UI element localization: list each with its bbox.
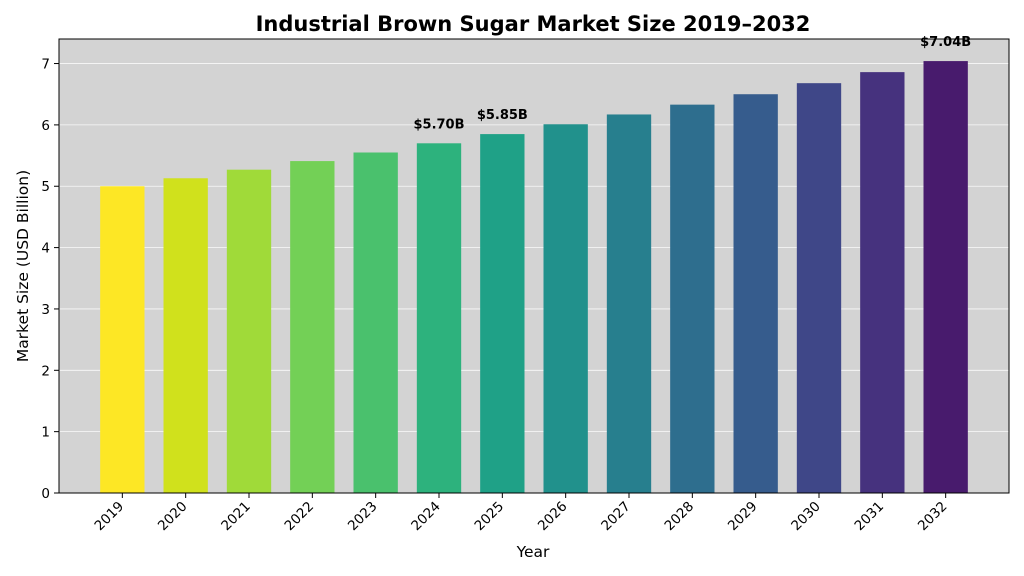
- data-label: $5.70B: [413, 117, 464, 132]
- x-tick-label: 2022: [282, 499, 318, 535]
- data-label: $7.04B: [920, 35, 971, 50]
- bar-2025: [480, 134, 525, 493]
- data-label: $5.85B: [477, 108, 528, 123]
- bar-2019: [100, 186, 145, 494]
- x-tick-label: 2024: [408, 499, 444, 535]
- x-tick-label: 2025: [472, 499, 508, 535]
- y-tick-label: 2: [41, 363, 50, 379]
- bar-2024: [416, 143, 462, 493]
- bar-2031: [860, 72, 905, 493]
- chart-title: Industrial Brown Sugar Market Size 2019–…: [256, 12, 811, 36]
- y-tick-label: 5: [41, 179, 50, 195]
- plot-area: [58, 38, 1010, 494]
- bar-2028: [670, 104, 715, 494]
- y-tick-label: 7: [41, 57, 50, 73]
- y-axis-label: Market Size (USD Billion): [14, 170, 32, 362]
- x-tick-label: 2027: [598, 499, 634, 535]
- bar-2026: [543, 124, 588, 493]
- x-tick-label: 2021: [218, 499, 254, 535]
- x-tick-label: 2032: [915, 499, 951, 535]
- y-tick-label: 0: [41, 486, 50, 502]
- bar-2032: [923, 61, 968, 493]
- bar-2027: [606, 114, 652, 494]
- bar-2021: [226, 169, 272, 493]
- x-tick-label: 2028: [662, 499, 698, 535]
- x-tick-label: 2023: [345, 499, 381, 535]
- x-tick-label: 2029: [725, 499, 761, 535]
- bar-2023: [353, 152, 398, 493]
- x-tick-label: 2020: [155, 499, 191, 535]
- x-axis-label: Year: [516, 543, 550, 561]
- bar-2020: [163, 178, 208, 493]
- bar-2030: [796, 83, 842, 493]
- y-tick-label: 1: [41, 425, 50, 441]
- y-tick-label: 4: [41, 241, 50, 257]
- y-tick-label: 3: [41, 302, 50, 318]
- bar-2029: [733, 94, 778, 493]
- x-axis: 2019 2020 2021 2022 2023 2024 2025 2026 2027 2028…: [92, 493, 951, 535]
- y-tick-label: 6: [41, 118, 50, 134]
- y-axis: 0 1 2 3 4 5 6 7: [41, 57, 59, 502]
- bar-2022: [290, 161, 335, 494]
- x-tick-label: 2026: [535, 499, 571, 535]
- bars: [100, 61, 968, 494]
- x-tick-label: 2031: [852, 499, 888, 535]
- plot-frame: [58, 38, 1010, 494]
- x-tick-label: 2019: [92, 499, 128, 535]
- x-tick-label: 2030: [788, 499, 824, 535]
